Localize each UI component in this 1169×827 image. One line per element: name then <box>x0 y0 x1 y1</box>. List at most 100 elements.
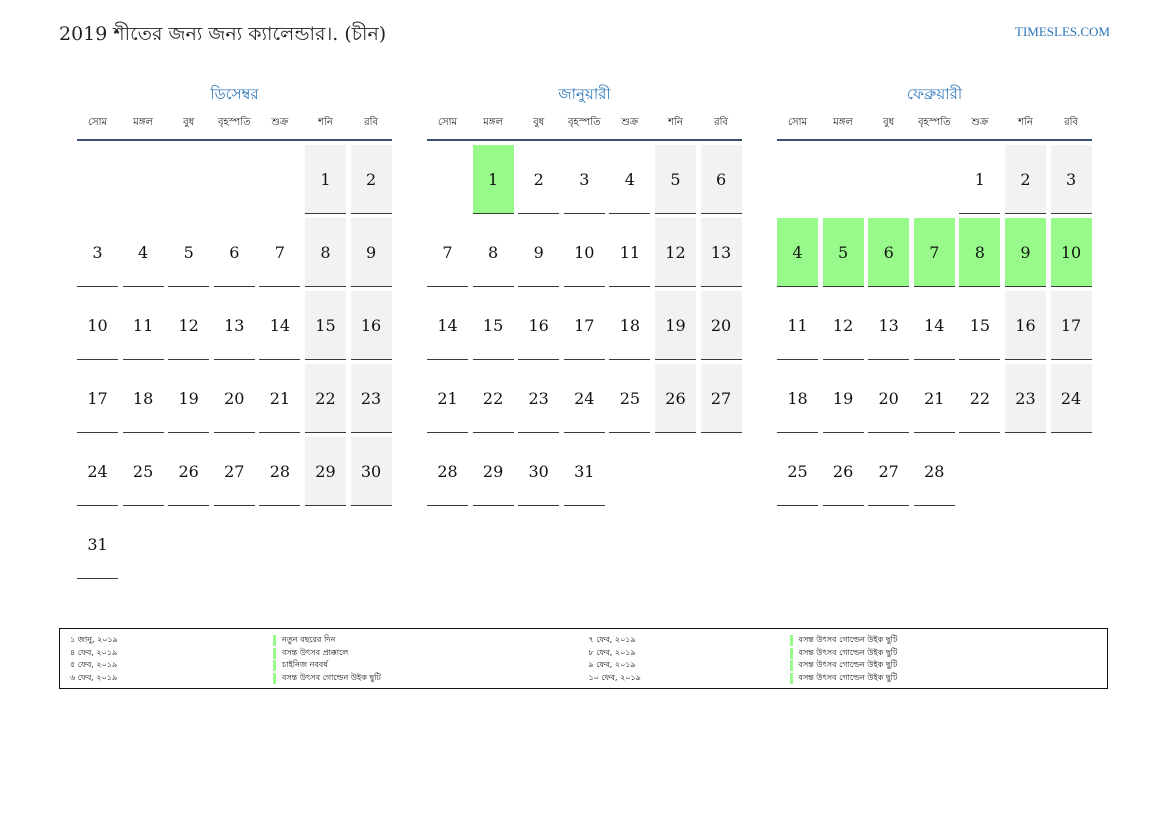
empty-day-cell <box>959 437 1000 506</box>
weekday-label: শনি <box>318 117 333 128</box>
legend-row: ৫ ফেব, ২০১৯ চাইনিজ নববর্ষ <box>60 659 584 672</box>
calendar-day: 8 <box>304 218 346 287</box>
calendar-day: 13 <box>868 291 910 360</box>
calendar-day: 27 <box>868 437 910 506</box>
calendar-day: 7 <box>913 218 955 287</box>
empty-day-cell <box>914 145 955 214</box>
calendar-day: 3 <box>77 218 118 287</box>
weekday-label: রবি <box>714 117 729 128</box>
holiday-color-marker <box>789 660 793 672</box>
calendar-day: 15 <box>959 291 1001 360</box>
calendar-day: 27 <box>700 364 742 433</box>
calendar-day: 26 <box>822 437 864 506</box>
calendar-day: 15 <box>304 291 346 360</box>
weekday-label: মঙ্গল <box>133 117 153 128</box>
calendar-day: 28 <box>259 437 301 506</box>
calendar-day: 22 <box>472 364 514 433</box>
calendar-day: 11 <box>609 218 651 287</box>
day-grid: 1 2 3 4 5 6 7 8 9 10 11 12 13 14 15 16 17 18 19 20 21 22 23 24 2… <box>77 145 392 579</box>
calendar-day: 26 <box>654 364 696 433</box>
calendar-day: 13 <box>700 218 742 287</box>
calendar-day: 5 <box>822 218 864 287</box>
empty-day-cell <box>214 510 255 579</box>
calendar-day: 28 <box>427 437 468 506</box>
legend-holiday-name: বসন্ত উৎসব গোল্ডেন উইক ছুটি <box>798 647 898 657</box>
calendar-day: 18 <box>609 291 651 360</box>
calendar-day: 4 <box>777 218 818 287</box>
weekday-label: সোম <box>787 117 808 128</box>
calendar-day: 27 <box>213 437 255 506</box>
legend-row: ৭ ফেব, ২০১৯ বসন্ত উৎসব গোল্ডেন উইক ছুটি <box>584 634 1108 647</box>
legend-holiday-name: চাইনিজ নববর্ষ <box>282 660 328 670</box>
empty-day-cell <box>823 145 864 214</box>
weekday-label: শুক্র <box>271 117 289 128</box>
legend-row: ৪ ফেব, ২০১৯ বসন্ত উৎসব প্রাক্কালে <box>60 647 584 660</box>
calendar-day: 30 <box>350 437 392 506</box>
empty-day-cell <box>259 510 300 579</box>
calendar-day: 4 <box>122 218 164 287</box>
calendar-day: 5 <box>168 218 210 287</box>
weekday-label: বুধ <box>183 117 195 128</box>
calendar-day: 1 <box>959 145 1001 214</box>
holiday-legend: ১ জানু, ২০১৯ নতুন বছরের দিন ৪ ফেব, ২০১৯ … <box>59 628 1108 689</box>
empty-day-cell <box>259 145 300 214</box>
calendar-day: 5 <box>654 145 696 214</box>
empty-day-cell <box>305 510 346 579</box>
calendar-day: 22 <box>959 364 1001 433</box>
legend-holiday-name: বসন্ত উৎসব প্রাক্কালে <box>282 647 349 657</box>
calendar-day: 13 <box>213 291 255 360</box>
site-link[interactable]: TIMESLES.COM <box>1015 24 1110 39</box>
legend-date: ৯ ফেব, ২০১৯ <box>588 660 636 670</box>
weekday-label: শনি <box>668 117 683 128</box>
calendar-day: 29 <box>472 437 514 506</box>
legend-holiday-name: বসন্ত উৎসব গোল্ডেন উইক ছুটি <box>798 635 898 644</box>
legend-column-right: ৭ ফেব, ২০১৯ বসন্ত উৎসব গোল্ডেন উইক ছুটি … <box>584 634 1108 688</box>
weekday-label: শুক্র <box>971 117 989 128</box>
calendar-day: 22 <box>304 364 346 433</box>
calendar-day: 24 <box>563 364 605 433</box>
weekday-header: সোম মঙ্গল বুধ বৃহস্পতি শুক্র শনি রবি <box>777 115 1092 141</box>
calendar-day: 16 <box>350 291 392 360</box>
calendar-day: 4 <box>609 145 651 214</box>
month-january: জানুয়ারী সোম মঙ্গল বুধ বৃহস্পতি শুক্র শ… <box>427 84 742 506</box>
legend-date: ৫ ফেব, ২০১৯ <box>70 660 118 670</box>
calendar-day: 6 <box>213 218 255 287</box>
calendar-day: 15 <box>472 291 514 360</box>
legend-holiday-name: বসন্ত উৎসব গোল্ডেন উইক ছুটি <box>282 672 381 682</box>
calendar-day: 20 <box>213 364 255 433</box>
day-grid: 1 2 3 4 5 6 7 8 9 10 11 12 13 14 15 16 17 18 19 20 21 22 23 24 2… <box>777 145 1092 506</box>
legend-date: ৬ ফেব, ২০১৯ <box>70 672 118 682</box>
calendar-day: 19 <box>654 291 696 360</box>
legend-column-left: ১ জানু, ২০১৯ নতুন বছরের দিন ৪ ফেব, ২০১৯ … <box>60 634 584 688</box>
holiday-color-marker <box>789 672 793 684</box>
legend-row: ৯ ফেব, ২০১৯ বসন্ত উৎসব গোল্ডেন উইক ছুটি <box>584 659 1108 672</box>
calendar-day: 11 <box>777 291 818 360</box>
calendar-day: 20 <box>868 364 910 433</box>
legend-holiday-name: নতুন বছরের দিন <box>282 635 336 644</box>
empty-day-cell <box>77 145 118 214</box>
calendar-day: 26 <box>168 437 210 506</box>
weekday-label: বুধ <box>883 117 895 128</box>
holiday-color-marker <box>273 635 276 646</box>
empty-day-cell <box>168 510 209 579</box>
holiday-color-marker <box>273 660 276 672</box>
calendar-day: 8 <box>472 218 514 287</box>
weekday-label: বৃহস্পতি <box>217 117 251 128</box>
calendar-day: 2 <box>1004 145 1046 214</box>
calendar-day: 31 <box>77 510 118 579</box>
calendar-day: 2 <box>350 145 392 214</box>
empty-day-cell <box>123 510 164 579</box>
legend-date: ৪ ফেব, ২০১৯ <box>70 647 118 657</box>
calendar-day: 17 <box>1050 291 1092 360</box>
calendar-day: 6 <box>700 145 742 214</box>
legend-date: ১ জানু, ২০১৯ <box>70 635 118 644</box>
calendar-day: 8 <box>959 218 1001 287</box>
legend-date: ৭ ফেব, ২০১৯ <box>588 635 636 644</box>
weekday-label: সোম <box>437 117 458 128</box>
empty-day-cell <box>123 145 164 214</box>
calendar-day: 23 <box>518 364 560 433</box>
empty-day-cell <box>655 437 696 506</box>
holiday-color-marker <box>789 635 793 646</box>
month-title: জানুয়ারী <box>558 85 611 103</box>
page-title: 2019 শীতের জন্য জন্য ক্যালেন্ডার।. (চীন) <box>59 23 387 45</box>
